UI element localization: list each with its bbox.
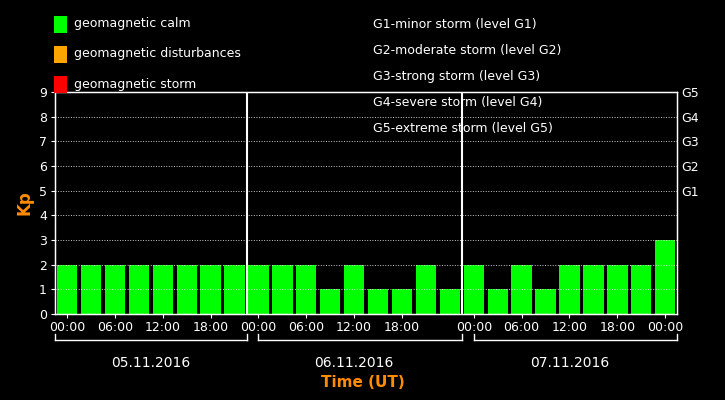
- Bar: [487, 289, 508, 314]
- Bar: [392, 289, 413, 314]
- Text: G1-minor storm (level G1): G1-minor storm (level G1): [373, 18, 537, 31]
- Text: 05.11.2016: 05.11.2016: [111, 356, 191, 370]
- Text: G3-strong storm (level G3): G3-strong storm (level G3): [373, 70, 541, 83]
- Bar: [152, 265, 173, 314]
- Text: G4-severe storm (level G4): G4-severe storm (level G4): [373, 96, 543, 109]
- Bar: [57, 265, 78, 314]
- Bar: [248, 265, 269, 314]
- Bar: [511, 265, 532, 314]
- Bar: [415, 265, 436, 314]
- Bar: [463, 265, 484, 314]
- Text: 07.11.2016: 07.11.2016: [530, 356, 609, 370]
- Bar: [320, 289, 341, 314]
- Text: 06.11.2016: 06.11.2016: [315, 356, 394, 370]
- Bar: [272, 265, 293, 314]
- Bar: [368, 289, 389, 314]
- Y-axis label: Kp: Kp: [15, 191, 33, 215]
- Bar: [80, 265, 102, 314]
- Bar: [655, 240, 676, 314]
- Bar: [631, 265, 652, 314]
- Bar: [607, 265, 628, 314]
- Text: G5-extreme storm (level G5): G5-extreme storm (level G5): [373, 122, 553, 135]
- Bar: [583, 265, 604, 314]
- Bar: [200, 265, 221, 314]
- Bar: [439, 289, 460, 314]
- Bar: [176, 265, 197, 314]
- Text: Time (UT): Time (UT): [320, 375, 405, 390]
- Text: geomagnetic disturbances: geomagnetic disturbances: [74, 48, 241, 60]
- Bar: [535, 289, 556, 314]
- Bar: [296, 265, 317, 314]
- Bar: [344, 265, 365, 314]
- Bar: [224, 265, 245, 314]
- Bar: [128, 265, 149, 314]
- Bar: [559, 265, 580, 314]
- Text: geomagnetic storm: geomagnetic storm: [74, 78, 196, 90]
- Text: G2-moderate storm (level G2): G2-moderate storm (level G2): [373, 44, 562, 57]
- Bar: [104, 265, 125, 314]
- Text: geomagnetic calm: geomagnetic calm: [74, 18, 191, 30]
